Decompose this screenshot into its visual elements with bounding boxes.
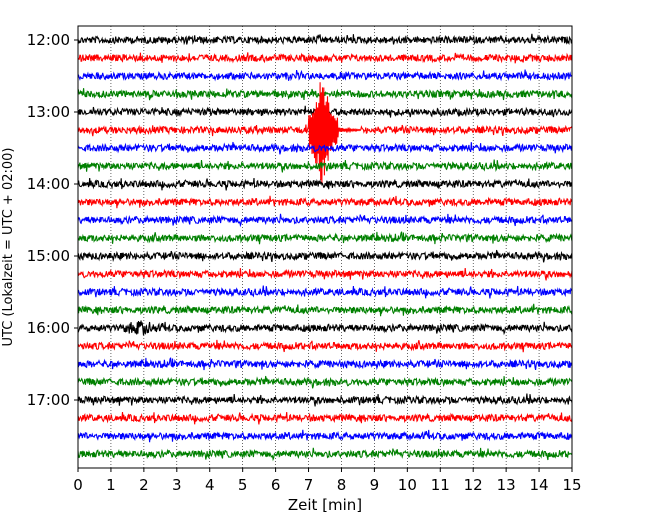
- seismic-trace: [77, 267, 573, 281]
- y-tick-label: 14:00: [27, 175, 70, 193]
- x-tick-label: 3: [172, 476, 182, 494]
- seismic-trace: [77, 195, 573, 209]
- x-tick-label: 1: [106, 476, 116, 494]
- x-tick-label: 14: [530, 476, 549, 494]
- seismic-trace: [77, 339, 573, 353]
- x-tick-label: 2: [139, 476, 149, 494]
- seismic-trace: [77, 231, 573, 245]
- x-axis-label: Zeit [min]: [288, 496, 362, 514]
- y-tick-label: 15:00: [27, 247, 70, 265]
- x-tick-label: 11: [431, 476, 450, 494]
- x-tick-label: 10: [398, 476, 417, 494]
- y-tick-label: 16:00: [27, 319, 70, 337]
- y-axis-ticks: 12:00 13:00 14:00 15:00 16:00 17:00: [27, 31, 78, 409]
- x-tick-label: 9: [370, 476, 380, 494]
- x-tick-label: 6: [271, 476, 281, 494]
- y-tick-label: 12:00: [27, 31, 70, 49]
- x-tick-label: 5: [238, 476, 248, 494]
- seismic-trace: [77, 52, 573, 64]
- seismic-trace: [77, 33, 573, 46]
- plot-frame: [77, 25, 573, 469]
- seismic-trace: [77, 320, 573, 336]
- seismic-trace: [77, 159, 573, 173]
- seismic-trace: [77, 177, 573, 191]
- x-tick-label: 13: [497, 476, 516, 494]
- seismic-trace: [77, 429, 573, 443]
- seismic-trace: [77, 69, 573, 82]
- seismic-trace: [77, 249, 573, 263]
- y-tick-label: 13:00: [27, 103, 70, 121]
- seismic-trace: [77, 447, 573, 462]
- x-axis-ticks: 0 1 2 3 4 5 6 7 8 9 10 11 12 13 14 15: [73, 468, 582, 494]
- x-tick-label: 8: [337, 476, 347, 494]
- seismic-trace: [77, 411, 573, 425]
- seismic-trace: [77, 285, 573, 299]
- x-tick-label: 4: [205, 476, 215, 494]
- x-tick-label: 15: [562, 476, 581, 494]
- seismic-traces: [77, 33, 573, 462]
- y-tick-label: 17:00: [27, 391, 70, 409]
- seismic-trace: [77, 88, 573, 101]
- x-tick-label: 7: [304, 476, 314, 494]
- seismic-trace: [77, 393, 573, 407]
- seismic-trace: [77, 375, 573, 389]
- y-axis-label: UTC (Lokalzeit = UTC + 02:00): [1, 148, 16, 347]
- seismic-trace: [77, 303, 573, 317]
- seismic-trace: [77, 213, 573, 228]
- seismic-trace: [77, 141, 573, 155]
- x-tick-label: 0: [73, 476, 83, 494]
- x-tick-label: 12: [464, 476, 483, 494]
- seismic-trace: [77, 82, 573, 184]
- seismic-trace: [77, 357, 573, 371]
